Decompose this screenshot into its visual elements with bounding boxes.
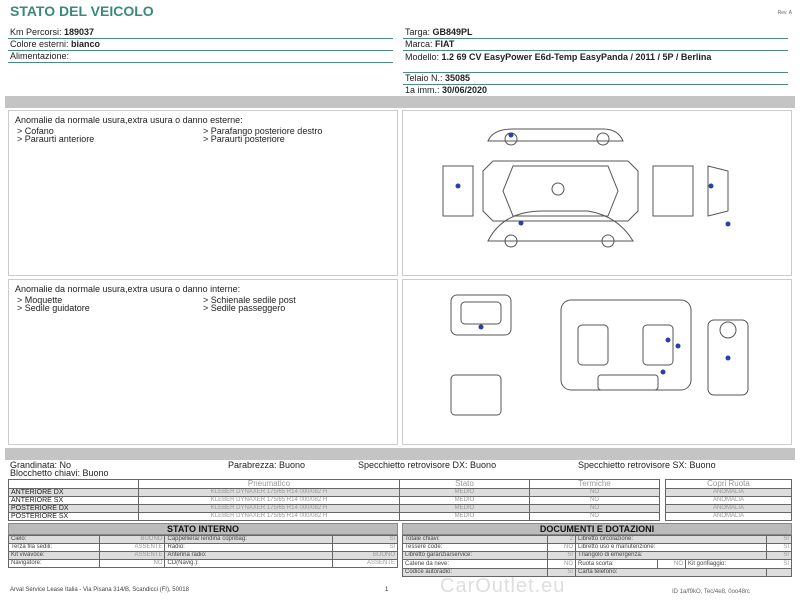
damage-dots bbox=[455, 132, 731, 227]
kv-row: Tessere code: NO Libretto uso e manutenzio… bbox=[402, 543, 792, 552]
copri-ruota-table: Copri Ruota ANOMALIA ANOMALIA ANOMALIA ANOM… bbox=[665, 479, 792, 521]
col-header: Copri Ruota bbox=[665, 479, 792, 489]
anomaly-item: > Sedile guidatore bbox=[17, 303, 90, 313]
attr-grandinata: Grandinata: No bbox=[10, 460, 72, 470]
col-header: Termiche bbox=[529, 479, 660, 489]
tyre-row: ANTERIORE SX KLEBER DYNAXER 175/65 R14 00… bbox=[8, 496, 660, 505]
tyre-row: POSTERIORE SX KLEBER DYNAXER 175/65 R14 0… bbox=[8, 512, 660, 521]
interior-diagram-panel bbox=[402, 279, 792, 445]
page-number: 1 bbox=[385, 587, 389, 593]
attributes-left: Grandinata: No Blocchetto chiavi: Buono bbox=[10, 460, 109, 478]
car-interior-diagram bbox=[450, 294, 749, 416]
info-modello: Modello: 1.2 69 CV EasyPower E6d-Temp Ea… bbox=[403, 51, 788, 73]
info-targa: Targa: GB849PL bbox=[403, 27, 788, 39]
kv-row: Totale chiavi: 2 Libretto circolazione: SI bbox=[402, 535, 792, 544]
section-band bbox=[5, 448, 795, 460]
anomaly-item: > Cofano bbox=[17, 126, 54, 136]
interior-anomalies-panel: Anomalie da normale usura,extra usura o … bbox=[8, 279, 398, 445]
copri-row: ANOMALIA bbox=[665, 496, 792, 505]
damage-dots bbox=[478, 324, 731, 375]
attr-parabrezza: Parabrezza: Buono bbox=[228, 460, 306, 470]
exterior-diagram-panel bbox=[402, 110, 792, 276]
info-colore: Colore esterni: bianco bbox=[8, 39, 393, 51]
anomaly-item: > Sedile passeggero bbox=[203, 303, 286, 313]
stato-interno-table: Cielo: BUONO Cappelliera/Tendina copribag:… bbox=[7, 535, 399, 568]
section-title: STATO INTERNO bbox=[8, 523, 398, 535]
page-title: STATO DEL VEICOLO bbox=[10, 3, 154, 19]
kv-row: Terza fila sedili: ASSENTE Radio: SI bbox=[7, 543, 399, 552]
col-header: Stato bbox=[399, 479, 530, 489]
kv-row: Cielo: BUONO Cappelliera/Tendina copribag:… bbox=[7, 535, 399, 544]
interior-heading: Anomalie da normale usura,extra usura o … bbox=[15, 284, 241, 294]
attr-specchietto-dx: Specchietto retrovisore DX: Buono bbox=[358, 460, 497, 470]
col-header: Pneumatico bbox=[138, 479, 400, 489]
footer-id: ID 1a/f9kO, Tec/4e8, 0oo48rc bbox=[672, 589, 750, 595]
copri-row: ANOMALIA bbox=[665, 488, 792, 497]
attr-specchietto-sx: Specchietto retrovisore SX: Buono bbox=[578, 460, 716, 470]
info-telaio: Telaio N.: 35085 bbox=[403, 73, 788, 85]
footer-address: Arval Service Lease Italia - Via Pisana … bbox=[10, 587, 189, 593]
vehicle-info-right: Targa: GB849PL Marca: FIAT Modello: 1.2 … bbox=[403, 27, 788, 97]
attr-blocchetto: Blocchetto chiavi: Buono bbox=[10, 468, 109, 478]
exterior-anomalies-panel: Anomalie da normale usura,extra usura o … bbox=[8, 110, 398, 276]
anomaly-item: > Moquette bbox=[17, 295, 63, 305]
tyre-row: ANTERIORE DX KLEBER DYNAXER 175/65 R14 00… bbox=[8, 488, 660, 497]
tyres-table: Pneumatico Stato Termiche ANTERIORE DX KLEB… bbox=[8, 479, 660, 521]
section-band bbox=[5, 96, 795, 108]
watermark: CarOutlet.eu bbox=[440, 575, 566, 597]
info-marca: Marca: FIAT bbox=[403, 39, 788, 51]
documenti-section: DOCUMENTI E DOTAZIONI Totale chiavi: 2 Lib… bbox=[402, 523, 792, 577]
kv-row: Codice autoradio: SI Carta telefono: bbox=[402, 568, 792, 577]
info-alimentazione: Alimentazione: bbox=[8, 51, 393, 63]
info-km: Km Percorsi: 189037 bbox=[8, 27, 393, 39]
kv-row: Libretto garanzia/service: SI Triangolo di… bbox=[402, 551, 792, 560]
stato-interno-section: STATO INTERNO Cielo: BUONO Cappelliera/Ten… bbox=[7, 523, 399, 568]
car-exterior-diagram bbox=[442, 128, 731, 248]
kv-row: Catene da neve: NO Ruota scorta: NO Kit gonf… bbox=[402, 559, 792, 569]
anomaly-item: > Schienale sedile post bbox=[203, 295, 296, 305]
section-title: DOCUMENTI E DOTAZIONI bbox=[402, 523, 792, 535]
kv-row: Navigatore: NO CD(Navig.): ASSENTE bbox=[7, 559, 399, 568]
documenti-table: Totale chiavi: 2 Libretto circolazione: SI T… bbox=[402, 535, 792, 577]
anomaly-item: > Parafango posteriore destro bbox=[203, 126, 323, 136]
anomaly-item: > Paraurti anteriore bbox=[17, 134, 95, 144]
exterior-heading: Anomalie da normale usura,extra usura o … bbox=[15, 115, 243, 125]
revision: Rev. A bbox=[777, 10, 792, 16]
tyre-row: POSTERIORE DX KLEBER DYNAXER 175/65 R14 0… bbox=[8, 504, 660, 513]
anomaly-item: > Paraurti posteriore bbox=[203, 134, 285, 144]
kv-row: Kit vivavoce: ASSENTE Antenna radio: BUONO bbox=[7, 551, 399, 560]
copri-row: ANOMALIA bbox=[665, 512, 792, 521]
vehicle-info-left: Km Percorsi: 189037 Colore esterni: bian… bbox=[8, 27, 393, 63]
copri-row: ANOMALIA bbox=[665, 504, 792, 513]
